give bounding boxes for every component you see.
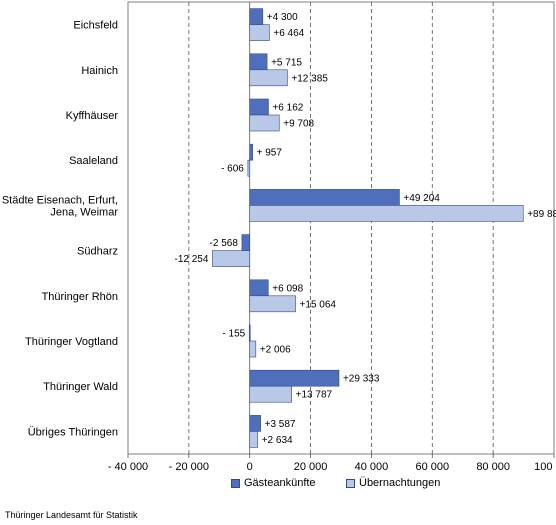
x-tick-label: - 20 000	[169, 461, 209, 473]
data-labels: +4 300 +6 464 +5 715 +12 385 +6 162 +9 708 + 9…	[175, 12, 556, 446]
bar-gaesteankuenfte	[248, 324, 251, 342]
legend-swatch-gaesteankuenfte	[231, 478, 240, 488]
data-label-gaesteankuenfte: +6 162	[272, 103, 303, 114]
bar-uebernachtungen	[247, 159, 251, 177]
bar-gaesteankuenfte	[249, 8, 264, 25]
x-tick-label: 20 000	[294, 461, 328, 473]
category-label-line: Übriges Thüringen	[28, 426, 118, 438]
bar-gaesteankuenfte	[249, 279, 269, 297]
category-label: Übriges Thüringen	[28, 426, 118, 438]
category-label: Hainich	[81, 65, 118, 77]
category-label: Südharz	[77, 246, 118, 258]
bar-uebernachtungen	[249, 431, 259, 448]
category-label-line: Thüringer Wald	[43, 381, 118, 393]
x-tick-label: 60 000	[415, 461, 449, 473]
source-note: Thüringer Landesamt für Statistik	[5, 510, 138, 520]
x-tick-label: 80 000	[476, 461, 510, 473]
bar-gaesteankuenfte	[249, 53, 268, 71]
bar-gaesteankuenfte	[249, 415, 261, 432]
bar-gaesteankuenfte	[249, 189, 400, 206]
bar-gaesteankuenfte	[241, 234, 251, 251]
legend-swatch-uebernachtungen	[346, 478, 355, 488]
bar-gaesteankuenfte	[249, 369, 340, 387]
legend-uebernachtungen: Übernachtungen	[346, 477, 440, 489]
category-label-line: Thüringer Rhön	[42, 291, 118, 303]
data-label-gaesteankuenfte: +5 715	[271, 57, 302, 68]
category-label: Städte Eisenach, Erfurt, Jena, Weimar	[2, 194, 119, 218]
data-label-gaesteankuenfte: +3 587	[265, 419, 296, 430]
data-label-uebernachtungen: +2 006	[260, 345, 291, 356]
category-label: Thüringer Vogtland	[25, 336, 118, 348]
plot-area-border	[127, 1, 555, 455]
x-tick-label: 100 000	[534, 461, 556, 473]
data-label-gaesteankuenfte: +6 098	[272, 283, 303, 294]
category-label: Thüringer Wald	[43, 381, 118, 393]
bar-uebernachtungen	[249, 24, 270, 41]
category-label-line: Kyffhäuser	[66, 110, 119, 122]
bar-uebernachtungen	[249, 385, 292, 403]
category-label: Thüringer Rhön	[42, 291, 118, 303]
bar-uebernachtungen	[249, 295, 296, 313]
data-label-uebernachtungen: - 606	[221, 164, 244, 175]
bar-uebernachtungen	[249, 205, 524, 222]
category-label: Eichsfeld	[73, 20, 118, 32]
data-label-uebernachtungen: +12 385	[291, 73, 328, 84]
category-labels: Eichsfeld Hainich Kyffhäuser Saaleland Städt…	[2, 20, 119, 439]
legend-gaesteankuenfte: Gästeankünfte	[231, 477, 316, 489]
x-tick-label: 40 000	[355, 461, 389, 473]
data-label-gaesteankuenfte: -2 568	[210, 238, 239, 249]
category-label-line: Hainich	[81, 65, 118, 77]
category-label-line: Jena, Weimar	[50, 206, 118, 218]
data-label-uebernachtungen: +9 708	[283, 119, 314, 130]
category-label: Saaleland	[69, 155, 118, 167]
data-label-uebernachtungen: +2 634	[262, 435, 293, 446]
bar-uebernachtungen	[249, 69, 288, 87]
data-label-gaesteankuenfte: +4 300	[267, 12, 298, 23]
bar-uebernachtungen	[212, 250, 251, 267]
category-label-line: Eichsfeld	[73, 20, 118, 32]
data-label-gaesteankuenfte: - 155	[222, 329, 245, 340]
data-label-uebernachtungen: +6 464	[273, 28, 304, 39]
data-label-uebernachtungen: +13 787	[296, 390, 333, 401]
category-label-line: Thüringer Vogtland	[25, 336, 118, 348]
data-label-uebernachtungen: -12 254	[175, 254, 209, 265]
bar-uebernachtungen	[249, 114, 280, 132]
bar-gaesteankuenfte	[249, 143, 253, 161]
legend-label-gaesteankuenfte: Gästeankünfte	[244, 477, 316, 489]
data-label-gaesteankuenfte: +29 333	[343, 374, 380, 385]
legend-label-uebernachtungen: Übernachtungen	[359, 477, 441, 489]
data-label-uebernachtungen: +15 064	[300, 299, 337, 310]
bars	[212, 8, 524, 448]
category-label-line: Saaleland	[69, 155, 118, 167]
category-label-line: Städte Eisenach, Erfurt,	[2, 194, 118, 206]
x-tick-label: 0	[247, 461, 253, 473]
data-label-gaesteankuenfte: +49 204	[403, 193, 440, 204]
category-label-line: Südharz	[77, 246, 118, 258]
x-tick-label: - 40 000	[108, 461, 148, 473]
data-label-uebernachtungen: +89 889	[527, 209, 556, 220]
bar-gaesteankuenfte	[249, 98, 269, 116]
x-axis-ticks: - 40 000 - 20 000 0 20 000 40 000 60 000 80 00…	[108, 454, 556, 473]
gridlines	[188, 2, 494, 454]
data-label-gaesteankuenfte: + 957	[257, 148, 283, 159]
bar-uebernachtungen	[249, 340, 257, 358]
category-label: Kyffhäuser	[66, 110, 119, 122]
